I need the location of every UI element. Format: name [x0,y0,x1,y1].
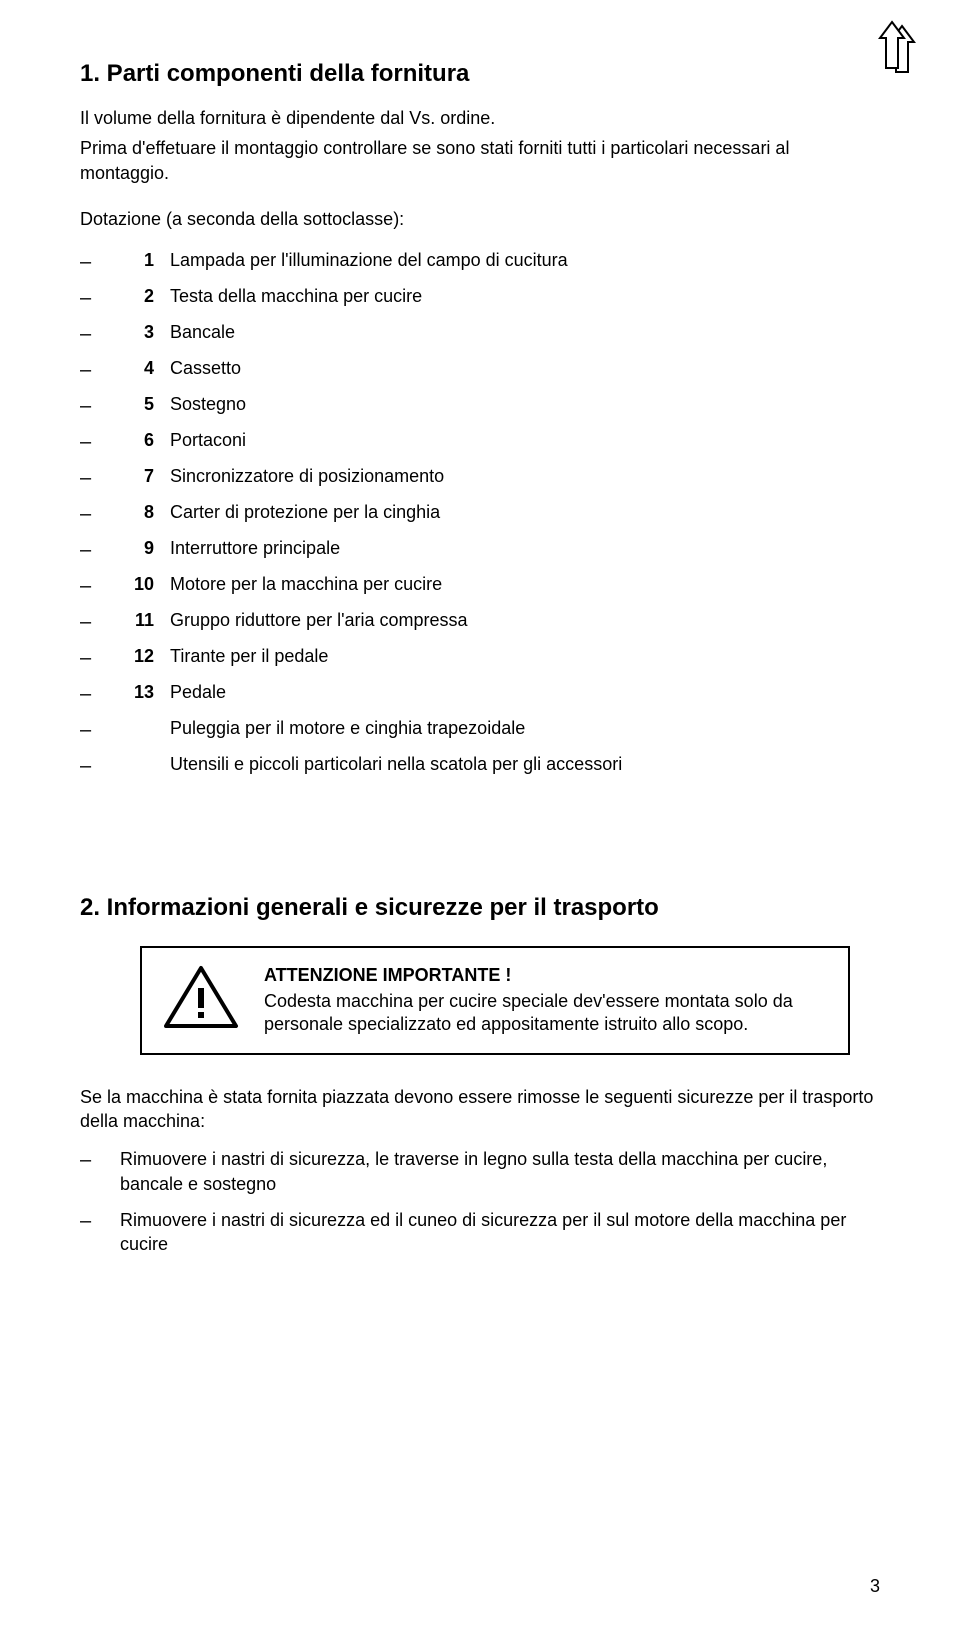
item-number: 3 [120,318,170,347]
list-item: – Puleggia per il motore e cinghia trapez… [80,712,880,748]
attention-text: ATTENZIONE IMPORTANTE ! Codesta macchina… [264,964,828,1036]
item-number: 7 [120,462,170,491]
section1-title: 1. Parti componenti della fornitura [80,60,880,88]
dash-marker: – [80,1208,120,1235]
dash-marker: – [80,606,120,638]
item-number: 11 [120,606,170,635]
item-number: 9 [120,534,170,563]
list-item: –6Portaconi [80,424,880,460]
dash-marker: – [80,354,120,386]
list-item: –10Motore per la macchina per cucire [80,568,880,604]
list-item: –1Lampada per l'illuminazione del campo … [80,244,880,280]
dash-marker: – [80,462,120,494]
item-label: Sincronizzatore di posizionamento [170,462,880,491]
item-number: 13 [120,678,170,707]
item-label: Rimuovere i nastri di sicurezza ed il cu… [120,1208,880,1257]
item-label: Lampada per l'illuminazione del campo di… [170,246,880,275]
item-label: Rimuovere i nastri di sicurezza, le trav… [120,1147,880,1196]
item-label: Testa della macchina per cucire [170,282,880,311]
item-number: 10 [120,570,170,599]
item-number: 4 [120,354,170,383]
page-number: 3 [870,1576,880,1597]
dash-marker: – [80,642,120,674]
dash-marker: – [80,714,120,746]
list-item: –Rimuovere i nastri di sicurezza ed il c… [80,1202,880,1263]
item-number: 2 [120,282,170,311]
list-item: –4Cassetto [80,352,880,388]
dash-marker: – [80,678,120,710]
attention-title: ATTENZIONE IMPORTANTE ! [264,964,828,987]
dash-marker: – [80,534,120,566]
item-label: Gruppo riduttore per l'aria compressa [170,606,880,635]
dash-marker: – [80,390,120,422]
item-label: Puleggia per il motore e cinghia trapezo… [170,714,880,743]
list-item: –2Testa della macchina per cucire [80,280,880,316]
item-label: Tirante per il pedale [170,642,880,671]
item-label: Motore per la macchina per cucire [170,570,880,599]
warning-triangle-icon [162,964,240,1037]
item-label: Cassetto [170,354,880,383]
section1-subhead: Dotazione (a seconda della sottoclasse): [80,209,880,230]
attention-box: ATTENZIONE IMPORTANTE ! Codesta macchina… [140,946,850,1055]
item-number: 1 [120,246,170,275]
dash-marker: – [80,318,120,350]
item-label: Sostegno [170,390,880,419]
dash-marker: – [80,750,120,782]
dash-marker: – [80,1147,120,1174]
list-item: –11Gruppo riduttore per l'aria compressa [80,604,880,640]
item-label: Carter di protezione per la cinghia [170,498,880,527]
item-number: 8 [120,498,170,527]
section1-list: –1Lampada per l'illuminazione del campo … [80,244,880,784]
dash-marker: – [80,570,120,602]
item-number: 5 [120,390,170,419]
list-item: –Rimuovere i nastri di sicurezza, le tra… [80,1141,880,1202]
item-label: Utensili e piccoli particolari nella sca… [170,750,880,779]
list-item: – Utensili e piccoli particolari nella sc… [80,748,880,784]
list-item: –13Pedale [80,676,880,712]
item-number: 6 [120,426,170,455]
item-label: Interruttore principale [170,534,880,563]
section1-intro-line2: Prima d'effetuare il montaggio controlla… [80,136,880,185]
section1-intro-line1: Il volume della fornitura è dipendente d… [80,106,880,130]
list-item: –7Sincronizzatore di posizionamento [80,460,880,496]
list-item: –8Carter di protezione per la cinghia [80,496,880,532]
dash-marker: – [80,498,120,530]
list-item: –12Tirante per il pedale [80,640,880,676]
list-item: –3Bancale [80,316,880,352]
attention-body: Codesta macchina per cucire speciale dev… [264,991,793,1034]
list-item: –9Interruttore principale [80,532,880,568]
dash-marker: – [80,246,120,278]
double-up-arrow-icon [872,20,920,85]
item-label: Pedale [170,678,880,707]
item-label: Bancale [170,318,880,347]
section2-para: Se la macchina è stata fornita piazzata … [80,1085,880,1134]
section2-list: –Rimuovere i nastri di sicurezza, le tra… [80,1141,880,1262]
section2-title: 2. Informazioni generali e sicurezze per… [80,894,880,922]
dash-marker: – [80,282,120,314]
list-item: –5Sostegno [80,388,880,424]
item-number: 12 [120,642,170,671]
item-label: Portaconi [170,426,880,455]
dash-marker: – [80,426,120,458]
